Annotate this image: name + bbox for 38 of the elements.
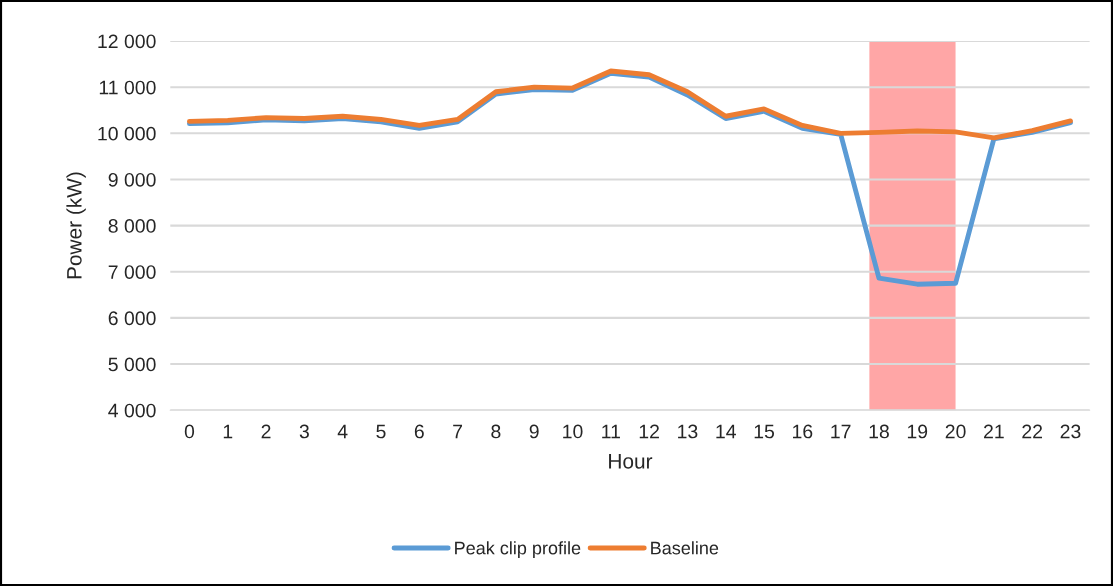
x-tick-label: 10 [563, 424, 583, 439]
x-tick-label: 2 [261, 424, 271, 439]
y-tick-label: 5 000 [108, 357, 156, 372]
y-tick-label: 7 000 [108, 265, 156, 279]
y-tick-label: 8 000 [108, 219, 156, 233]
x-tick-label: 9 [529, 424, 539, 439]
x-tick-label: 12 [639, 424, 659, 439]
x-tick-label: 18 [869, 424, 889, 439]
x-tick-label: 16 [793, 424, 813, 439]
x-tick-label: 1 [223, 424, 233, 439]
line-series [187, 68, 1073, 141]
x-tick-label: 14 [716, 424, 736, 439]
legend-label: Baseline [651, 541, 719, 555]
y-tick-label: 9 000 [108, 172, 156, 187]
x-tick-label: 8 [491, 424, 501, 439]
x-tick-label: 3 [299, 424, 309, 439]
x-tick-label: 19 [907, 424, 928, 439]
x-tick-label: 5 [376, 424, 386, 439]
y-tick-label: 10 000 [98, 126, 156, 141]
x-tick-label: 7 [453, 424, 463, 439]
x-tick-label: 0 [184, 424, 195, 439]
x-tick-label: 6 [414, 424, 424, 439]
x-tick-label: 11 [602, 424, 620, 439]
x-tick-label: 22 [1022, 424, 1043, 439]
x-tick-label: 21 [984, 424, 1004, 439]
y-tick-label: 11 000 [99, 80, 156, 95]
legend-label: Peak clip profile [455, 541, 581, 559]
x-tick-label: 13 [678, 424, 698, 439]
x-tick-label: 15 [754, 424, 775, 439]
x-axis-title: Hour [609, 454, 653, 469]
x-tick-label: 23 [1060, 424, 1081, 439]
x-tick-label: 17 [831, 424, 851, 439]
y-axis-title: Power (kW) [66, 172, 86, 279]
y-tick-label: 4 000 [108, 403, 156, 418]
y-tick-label: 6 000 [108, 311, 156, 326]
y-tick-label: 12 000 [98, 34, 156, 49]
x-tick-label: 4 [337, 424, 348, 439]
x-tick-label: 20 [945, 424, 966, 439]
